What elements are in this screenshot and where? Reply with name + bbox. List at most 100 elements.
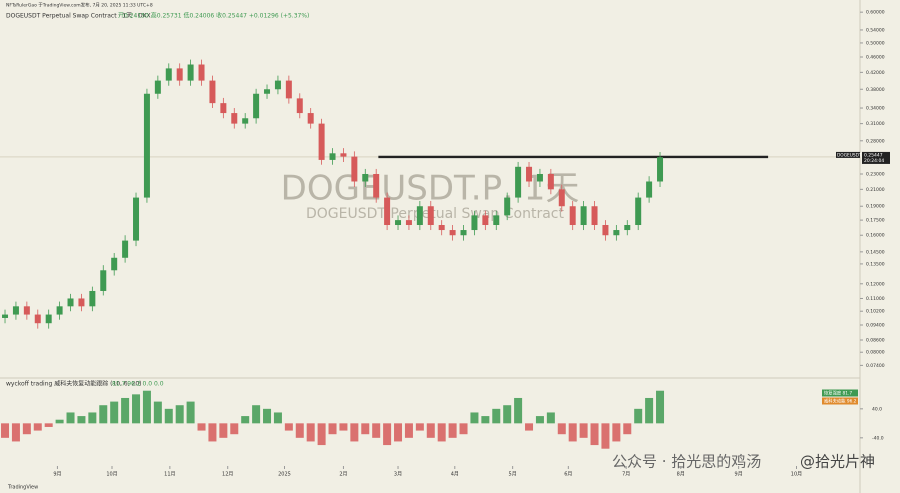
candle-body [482,215,489,226]
candle-body [220,103,227,114]
candle-body [45,314,52,324]
indicator-bar [317,423,326,446]
candle-body [176,68,183,81]
candle-body [384,197,391,226]
y-tick-label: 0.12000 [866,281,885,287]
y-tick-label: 0.28000 [866,138,885,144]
indicator-bar [481,416,490,424]
candle-body [373,173,380,198]
candle-body [657,157,664,182]
symbol-line: DOGEUSDT Perpetual Swap Contract · 1天 · … [6,13,151,20]
candle-body [264,89,271,94]
candle-body [547,173,554,190]
indicator-badge [822,389,858,397]
indicator-bar [55,419,64,424]
indicator-bar [372,423,381,438]
y-tick-label: 0.09400 [866,323,885,329]
y-tick-label: 0.23000 [866,171,885,177]
x-tick-label: 11月 [164,472,175,478]
indicator-bar [99,405,108,424]
indicator-bar [579,423,588,438]
candle-body [253,93,260,119]
indicator-bar [273,412,282,424]
candle-body [154,80,161,94]
y-tick-label: 0.60000 [866,10,885,16]
y-tick-label: 0.11000 [866,296,885,302]
indicator-bar [197,423,206,431]
y-tick-label: 0.17500 [866,218,885,224]
indicator-badge [822,397,858,405]
indicator-bar [132,394,141,424]
indicator-bar [306,423,315,442]
candle-body [580,206,587,226]
candle-body [515,166,522,198]
indicator-bar [88,412,97,424]
footer-brand: TradingView [7,485,38,491]
price-badge [836,151,860,158]
indicator-bar [394,423,403,442]
y-tick-label: 0.38000 [866,87,885,93]
candle-body [318,123,325,160]
indicator-bar [590,423,599,446]
candle-body [187,64,194,81]
indicator-badge-label: 恢复强度 81.7 [824,390,852,397]
indicator-bar [470,412,479,424]
indicator-bar [404,423,413,438]
candle-body [340,153,347,157]
y-tick-label: 0.08600 [866,338,885,344]
y-tick-label: 0.19000 [866,204,885,210]
y-tick-label: 0.16000 [866,233,885,239]
indicator-bar [328,423,337,435]
x-tick-label: 10月 [106,472,117,478]
x-tick-label: 4月 [451,472,459,478]
candle-body [198,64,205,81]
candle-body [624,225,631,231]
indicator-bar [645,397,654,424]
candle-body [493,215,500,226]
publisher: NFTsRulerGao 于TradingView.com发布, 7月 20, … [6,2,153,9]
candle-body [438,225,445,231]
indicator-readout: 81.7 96.2 0.0 0.0 [112,381,164,388]
candle-body [78,298,85,307]
indicator-bar [634,408,643,424]
indicator-bar [66,412,75,424]
y-tick-label: 0.34000 [866,106,885,112]
x-tick-label: 12月 [222,472,233,478]
candle-body [231,113,238,124]
indicator-bar [492,408,501,424]
indicator-bar [612,423,621,442]
indicator-bar [175,405,184,424]
indicator-bar [11,423,20,442]
x-tick-label: 8月 [677,472,685,478]
candle-body [646,181,653,198]
candle-body [67,298,74,307]
candle-body [296,98,303,114]
y-tick-label: 0.46000 [866,55,885,61]
indicator-bar [153,401,162,424]
candle-body [242,118,249,124]
candle-body [558,189,565,207]
indicator-bar [230,423,239,435]
indicator-bar [546,412,555,424]
candle-body [405,220,412,226]
x-tick-label: 9月 [735,472,743,478]
candle-body [536,173,543,182]
y-tick-label: 0.31000 [866,121,885,127]
y-tick-label: 0.50000 [866,40,885,46]
indicator-bar [339,423,348,431]
indicator-bar [568,423,577,442]
candle-body [122,240,129,258]
candle-body [569,206,576,226]
candle-body [165,68,172,81]
candle-body [133,197,140,241]
indicator-bar [459,423,468,435]
watermark: DOGEUSDT.P, 1天 [281,169,580,209]
indicator-bar [514,397,523,424]
candle-body [12,306,19,315]
indicator-bar [284,423,293,431]
x-tick-label: 2025 [278,472,291,478]
indicator-bar [208,423,217,442]
indicator-title: wyckoff trading 威科夫恢复动能跟踪 (10, 6, 20) [6,380,142,388]
indicator-bar [77,416,86,424]
indicator-bar [121,397,130,424]
